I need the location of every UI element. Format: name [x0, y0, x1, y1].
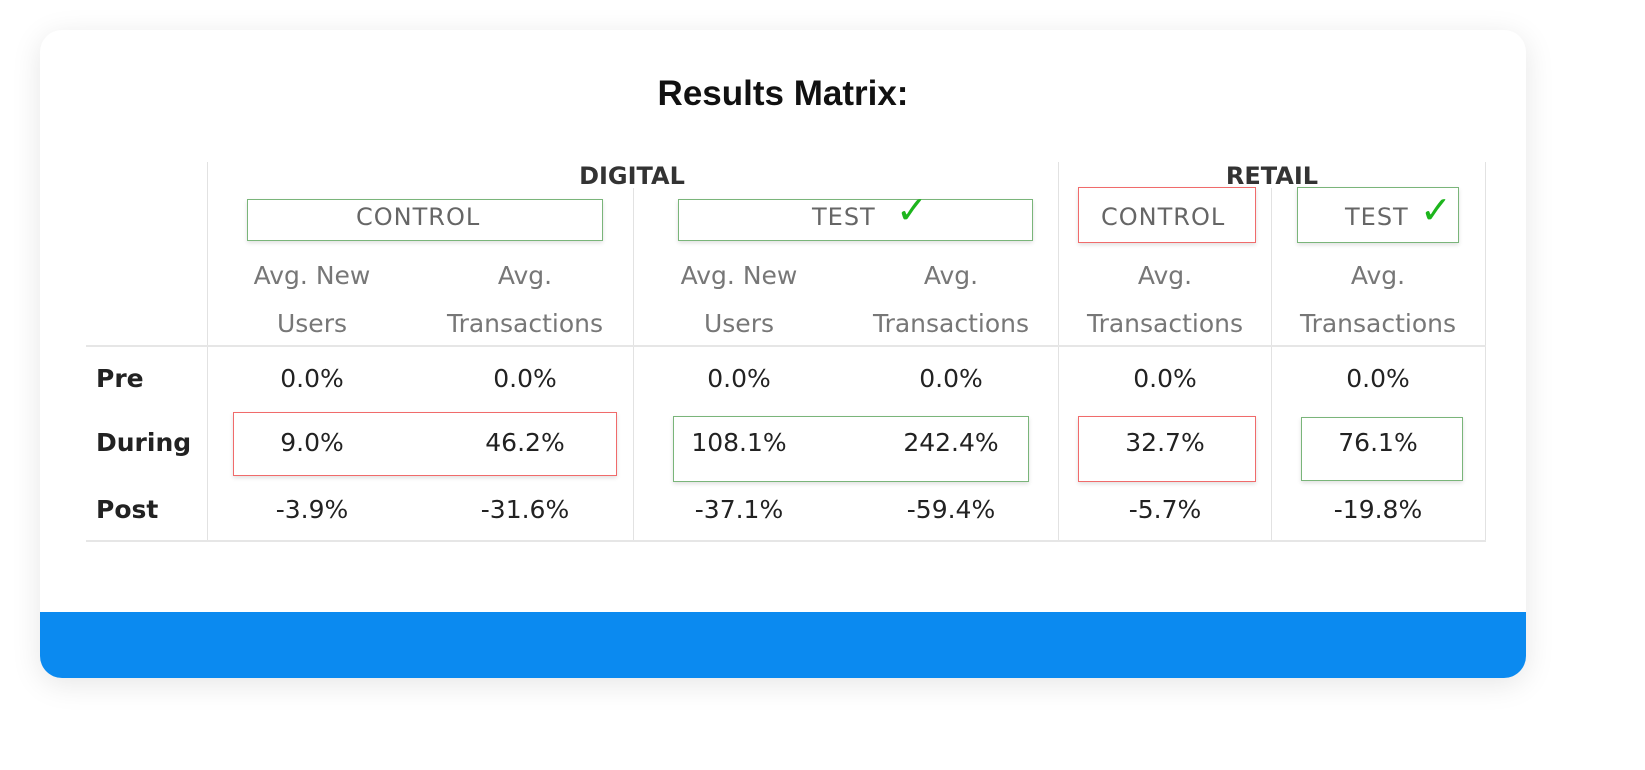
- table-cell: 32.7%: [1125, 428, 1205, 457]
- column-header: Avg. Transactions: [1055, 252, 1275, 348]
- page-title: Results Matrix:: [657, 74, 909, 113]
- header-divider: [86, 345, 1486, 347]
- column-header: Avg. Transactions: [1268, 252, 1488, 348]
- header-line: Avg. New: [680, 261, 798, 290]
- header-line: Avg.: [1137, 261, 1193, 290]
- table-cell: 0.0%: [493, 364, 557, 393]
- retail-test-label: TEST: [1345, 203, 1409, 231]
- table-bottom-border: [86, 540, 1486, 542]
- row-label: Post: [96, 495, 159, 524]
- row-label: During: [96, 428, 192, 457]
- check-icon: ✓: [896, 188, 928, 232]
- column-header: Avg. Transactions: [415, 252, 635, 348]
- divider: [633, 188, 634, 542]
- retail-control-during-box: [1078, 416, 1256, 482]
- column-header: Avg. New Users: [629, 252, 849, 348]
- header-line: Transactions: [446, 309, 604, 338]
- retail-test-box: [1297, 187, 1459, 243]
- retail-control-label: CONTROL: [1101, 203, 1226, 231]
- table-cell: 108.1%: [691, 428, 787, 457]
- table-cell: 0.0%: [919, 364, 983, 393]
- digital-test-during-box: [673, 416, 1029, 482]
- table-cell: -5.7%: [1128, 495, 1202, 524]
- table-cell: 242.4%: [903, 428, 999, 457]
- retail-test-during-box: [1301, 417, 1463, 481]
- column-header: Avg. New Users: [202, 252, 422, 348]
- group-retail: RETAIL: [1225, 162, 1319, 190]
- table-cell: 0.0%: [1346, 364, 1410, 393]
- header-line: Avg.: [1350, 261, 1406, 290]
- table-cell: -37.1%: [694, 495, 784, 524]
- table-cell: 46.2%: [485, 428, 565, 457]
- group-digital: DIGITAL: [579, 162, 685, 190]
- digital-test-label: TEST: [812, 203, 876, 231]
- table-cell: -3.9%: [275, 495, 349, 524]
- digital-control-during-box: [233, 412, 617, 476]
- table-cell: -19.8%: [1333, 495, 1423, 524]
- header-line: Avg. New: [253, 261, 371, 290]
- table-cell: 9.0%: [280, 428, 344, 457]
- table-cell: -59.4%: [906, 495, 996, 524]
- header-line: Avg.: [923, 261, 979, 290]
- digital-control-box: [247, 199, 603, 241]
- divider: [207, 162, 208, 542]
- table-cell: 0.0%: [707, 364, 771, 393]
- header-line: Transactions: [872, 309, 1030, 338]
- digital-test-box: [678, 199, 1033, 241]
- check-icon: ✓: [1420, 188, 1452, 232]
- divider: [1271, 188, 1272, 542]
- row-label: Pre: [96, 364, 144, 393]
- header-line: Transactions: [1086, 309, 1244, 338]
- header-line: Transactions: [1299, 309, 1457, 338]
- table-cell: -31.6%: [480, 495, 570, 524]
- column-header: Avg. Transactions: [841, 252, 1061, 348]
- header-line: Users: [276, 309, 347, 338]
- footer-bar: [40, 612, 1526, 678]
- divider: [1058, 162, 1059, 542]
- results-card: Results Matrix: DIGITAL RETAIL CONTROL T…: [40, 30, 1526, 678]
- table-cell: 76.1%: [1338, 428, 1418, 457]
- table-cell: 0.0%: [280, 364, 344, 393]
- header-line: Users: [703, 309, 774, 338]
- divider: [1485, 162, 1486, 542]
- digital-control-label: CONTROL: [356, 203, 481, 231]
- table-cell: 0.0%: [1133, 364, 1197, 393]
- header-line: Avg.: [497, 261, 553, 290]
- retail-control-box: [1078, 187, 1256, 243]
